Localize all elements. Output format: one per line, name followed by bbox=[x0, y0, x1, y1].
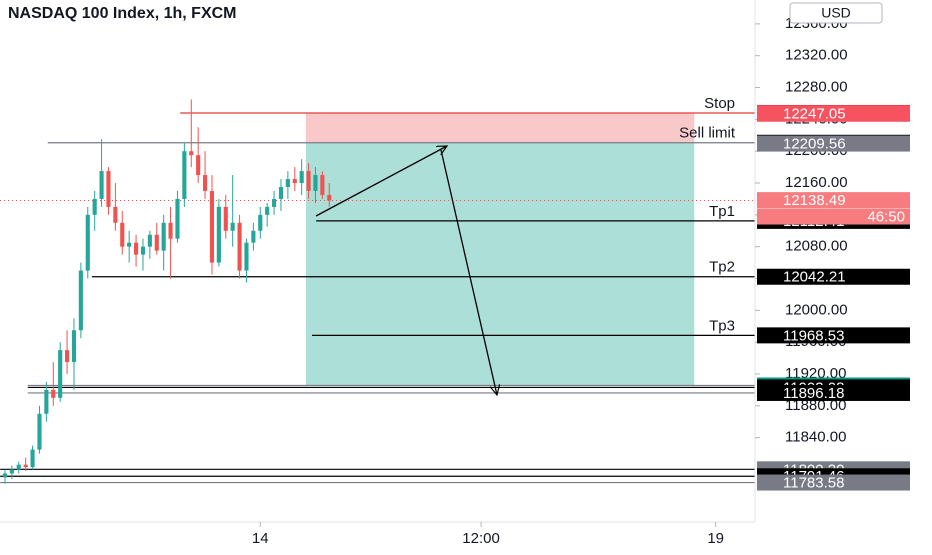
y-tick-label: 11840.00 bbox=[785, 429, 846, 446]
candle-body bbox=[71, 330, 77, 363]
level-name: Tp2 bbox=[709, 259, 735, 276]
candle-body bbox=[154, 234, 159, 251]
candle-body bbox=[99, 171, 104, 199]
candle-body bbox=[37, 413, 42, 450]
price-label: 12209.56 bbox=[783, 136, 846, 153]
currency-box[interactable] bbox=[789, 2, 883, 24]
y-tick-label: 12080.00 bbox=[785, 238, 848, 255]
candle-body bbox=[44, 389, 49, 414]
stop-zone bbox=[305, 112, 695, 143]
price-axis: 11840.0011880.0011920.0011960.0012000.00… bbox=[755, 15, 910, 492]
plot: Stop Sell limit Tp1 Tp2 Tp3 bbox=[0, 95, 755, 484]
candle-body bbox=[120, 222, 125, 247]
price-label-box bbox=[757, 384, 910, 401]
level-name: Stop bbox=[704, 95, 735, 112]
candle-body bbox=[209, 190, 215, 263]
candle-body bbox=[182, 151, 187, 199]
candle-body bbox=[161, 222, 166, 251]
candle-body bbox=[189, 151, 194, 156]
level-name: Tp3 bbox=[709, 317, 735, 334]
candle-body bbox=[271, 198, 277, 207]
candle-body bbox=[78, 270, 83, 331]
candle-body bbox=[278, 186, 284, 199]
x-tick-label: 14 bbox=[252, 530, 269, 547]
candle-body bbox=[223, 206, 228, 231]
candle-body bbox=[196, 155, 201, 176]
price-label-box bbox=[757, 268, 910, 285]
candle-body bbox=[58, 350, 63, 398]
candle-body bbox=[258, 214, 263, 231]
y-tick-label: 12000.00 bbox=[785, 301, 848, 318]
candle-body bbox=[30, 449, 35, 468]
y-tick-label: 12320.00 bbox=[785, 47, 848, 64]
candle-body bbox=[2, 473, 8, 478]
candle-body bbox=[133, 242, 139, 255]
candle-body bbox=[230, 222, 235, 231]
level-name: Sell limit bbox=[679, 125, 736, 142]
candle-body bbox=[23, 464, 28, 468]
candle-body bbox=[9, 469, 14, 474]
candle-body bbox=[85, 214, 90, 271]
candle-body bbox=[292, 179, 297, 184]
candle-body bbox=[106, 171, 111, 207]
y-tick-label: 11880.00 bbox=[785, 397, 846, 414]
candle-body bbox=[140, 246, 146, 255]
candle-body bbox=[16, 464, 21, 470]
candle-body bbox=[251, 230, 256, 243]
chart-title: NASDAQ 100 Index, 1h, FXCM bbox=[8, 5, 237, 22]
price-label-box bbox=[757, 327, 910, 344]
candle-body bbox=[299, 171, 304, 184]
x-tick-label: 12:00 bbox=[462, 530, 500, 547]
candle-body bbox=[113, 206, 118, 223]
price-label: 11783.58 bbox=[783, 475, 844, 492]
x-tick-label: 19 bbox=[707, 530, 724, 547]
candle-body bbox=[244, 242, 249, 271]
price-label: 12042.21 bbox=[783, 269, 846, 286]
price-label-box bbox=[757, 474, 910, 491]
candle-body bbox=[127, 242, 132, 247]
candle-body bbox=[320, 175, 325, 195]
target-zone bbox=[305, 142, 695, 386]
countdown-box bbox=[757, 208, 910, 225]
candle-body bbox=[147, 234, 152, 247]
y-tick-label: 12280.00 bbox=[785, 78, 848, 95]
candle-body bbox=[92, 198, 97, 215]
price-label-box bbox=[757, 105, 910, 122]
countdown: 46:50 bbox=[867, 208, 905, 225]
price-label: 12138.49 bbox=[783, 192, 846, 209]
price-label-box bbox=[757, 192, 910, 209]
price-label: 11896.18 bbox=[783, 385, 844, 402]
price-label: 11968.53 bbox=[783, 327, 844, 344]
candle-body bbox=[327, 194, 332, 201]
candle-body bbox=[237, 222, 242, 271]
price-label: 12247.05 bbox=[783, 106, 846, 123]
candle-body bbox=[306, 171, 311, 191]
candle-body bbox=[202, 175, 208, 191]
candle-body bbox=[313, 175, 318, 191]
arrow bbox=[315, 146, 447, 217]
level-name: Tp1 bbox=[709, 203, 735, 220]
candle-body bbox=[175, 198, 180, 239]
candle-body bbox=[285, 179, 290, 187]
arrow bbox=[440, 149, 497, 395]
candle-body bbox=[265, 206, 270, 215]
candle-body bbox=[216, 206, 221, 263]
candle-body bbox=[64, 350, 70, 363]
currency: USD bbox=[821, 5, 851, 21]
price-label-box bbox=[757, 135, 910, 152]
candle-body bbox=[168, 222, 173, 239]
candle-body bbox=[51, 389, 56, 398]
y-tick-label: 12160.00 bbox=[785, 174, 848, 191]
